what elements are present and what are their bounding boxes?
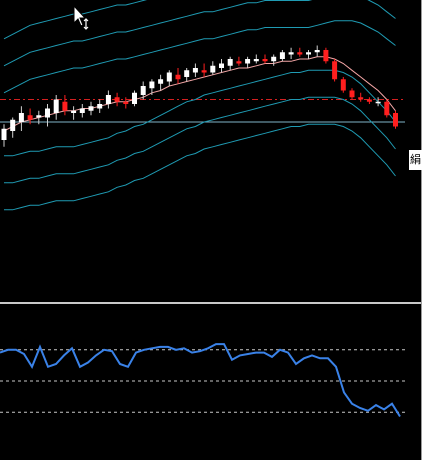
bullish-candle <box>253 59 259 62</box>
bearish-candle <box>27 115 33 120</box>
lower-band-2 <box>4 96 396 184</box>
lower-band-1 <box>4 69 396 157</box>
bearish-candle <box>262 59 268 62</box>
bullish-candle <box>1 128 7 140</box>
bullish-candle <box>97 104 103 109</box>
arrow-cursor-icon <box>73 5 93 33</box>
bearish-candle <box>340 79 346 91</box>
bullish-candle <box>140 86 146 95</box>
bearish-candle <box>297 52 303 55</box>
bullish-candle <box>79 108 85 113</box>
bullish-candle <box>149 81 155 89</box>
oscillator-line <box>0 343 401 418</box>
bearish-candle <box>366 99 372 102</box>
bearish-candle <box>201 70 207 73</box>
bullish-candle <box>166 72 172 82</box>
bearish-candle <box>62 101 68 111</box>
current-price-label: 絹 <box>409 150 422 170</box>
bearish-candle <box>349 90 355 98</box>
bullish-candle <box>219 63 224 68</box>
bullish-candle <box>279 52 285 59</box>
bullish-candle <box>105 95 111 104</box>
bullish-candle <box>71 110 77 113</box>
bearish-candle <box>114 97 120 102</box>
bullish-candle <box>306 52 311 55</box>
price-chart <box>0 0 405 211</box>
bearish-candle <box>358 97 364 100</box>
bullish-candle <box>184 70 190 77</box>
bearish-candle <box>236 61 242 64</box>
bullish-candle <box>192 68 198 73</box>
bullish-candle <box>158 79 164 84</box>
bullish-candle <box>88 106 94 111</box>
upper-band-1 <box>3 20 396 94</box>
bullish-candle <box>210 65 216 73</box>
pane-separator[interactable] <box>0 302 422 304</box>
bullish-candle <box>375 101 381 104</box>
bullish-candle <box>45 108 50 118</box>
bearish-candle <box>123 101 129 104</box>
lower-band-3 <box>4 123 396 211</box>
bullish-candle <box>245 59 251 64</box>
price-chart-pane[interactable] <box>0 0 422 302</box>
bearish-candle <box>393 113 398 127</box>
bullish-candle <box>314 50 320 53</box>
bullish-candle <box>36 115 42 118</box>
bullish-candle <box>132 92 137 104</box>
bullish-candle <box>53 99 59 113</box>
bearish-candle <box>332 61 338 80</box>
bearish-candle <box>384 101 390 116</box>
upper-band-3 <box>3 0 148 40</box>
bullish-candle <box>271 56 277 62</box>
bearish-candle <box>175 74 181 80</box>
bullish-candle <box>18 113 24 122</box>
upper-band-2 <box>3 0 396 67</box>
moving-average-line <box>3 56 396 132</box>
bullish-candle <box>227 59 233 66</box>
bullish-candle <box>10 119 16 131</box>
bearish-candle <box>323 50 329 62</box>
bullish-candle <box>288 52 294 55</box>
oscillator-chart <box>0 343 405 418</box>
oscillator-pane[interactable] <box>0 306 422 456</box>
